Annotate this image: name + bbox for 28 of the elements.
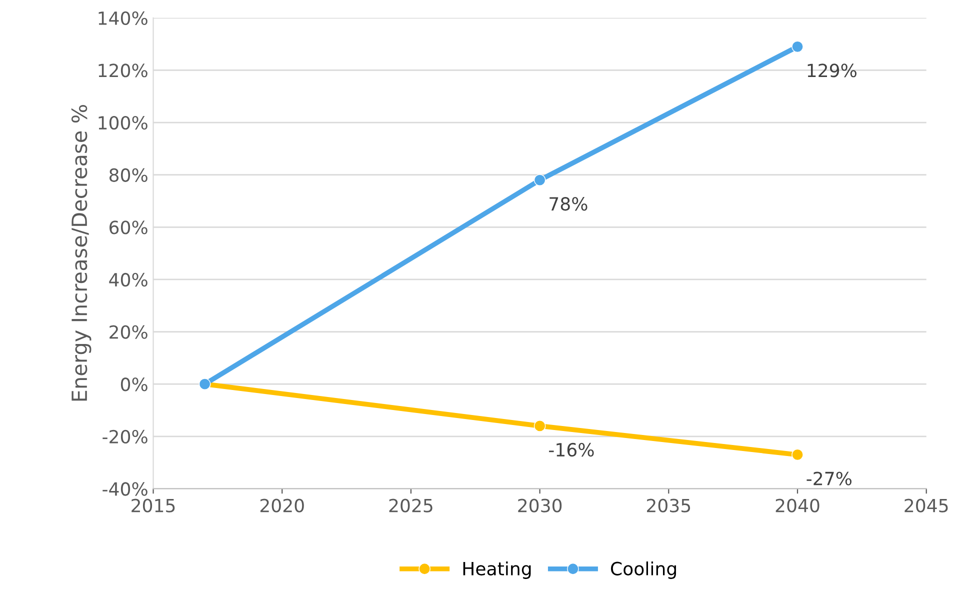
data-label: -27% bbox=[806, 472, 852, 486]
y-axis-title: Energy Increase/Decrease % bbox=[71, 105, 92, 401]
point bbox=[792, 448, 804, 461]
y-tick-label: 120% bbox=[98, 64, 148, 78]
data-label: 78% bbox=[550, 197, 588, 211]
x-tick-label: 2045 bbox=[904, 498, 948, 512]
y-tick-label: 40% bbox=[109, 272, 148, 287]
y-tick-label: 140% bbox=[98, 11, 148, 25]
legend-label: Heating bbox=[463, 561, 531, 579]
x-tick-label: 2040 bbox=[776, 498, 820, 512]
data-label: 129% bbox=[808, 64, 856, 78]
y-tick-label: 20% bbox=[110, 325, 148, 339]
point bbox=[534, 174, 546, 186]
x-tick-label: 2015 bbox=[132, 498, 175, 512]
y-tick-label: 0% bbox=[120, 378, 148, 392]
point bbox=[534, 420, 546, 432]
y-tick-label: 80% bbox=[109, 168, 148, 182]
y-tick-label: -40% bbox=[102, 482, 148, 496]
legend-label: Cooling bbox=[610, 561, 676, 579]
y-tick-label: -20% bbox=[102, 430, 148, 444]
point bbox=[792, 40, 804, 53]
x-tick-label: 2020 bbox=[260, 498, 304, 512]
data-label: -16% bbox=[549, 442, 594, 457]
y-tick-label: 60% bbox=[110, 220, 148, 234]
x-tick-label: 2030 bbox=[518, 498, 562, 512]
y-tick-label: 100% bbox=[98, 116, 148, 130]
x-tick-label: 2025 bbox=[389, 498, 432, 512]
x-tick-label: 2035 bbox=[647, 498, 690, 512]
